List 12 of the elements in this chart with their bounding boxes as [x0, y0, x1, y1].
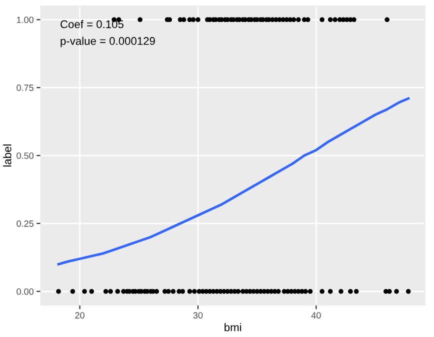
x-axis-title: bmi: [224, 323, 242, 332]
line-series: [57, 97, 410, 266]
x-tick-label: 20: [75, 312, 84, 319]
x-tick-label: 30: [193, 312, 203, 319]
y-tick-label: 0.75: [16, 84, 34, 91]
y-tick-label: 0.00: [16, 288, 34, 295]
y-tick-label: 1.00: [16, 16, 34, 24]
annotation: p-value = 0.000129: [60, 36, 155, 48]
y-tick-label: 0.50: [16, 152, 34, 159]
x-tick-label: 40: [311, 312, 321, 319]
y-axis-title: label: [3, 144, 12, 167]
y-tick-label: 0.25: [16, 220, 34, 227]
